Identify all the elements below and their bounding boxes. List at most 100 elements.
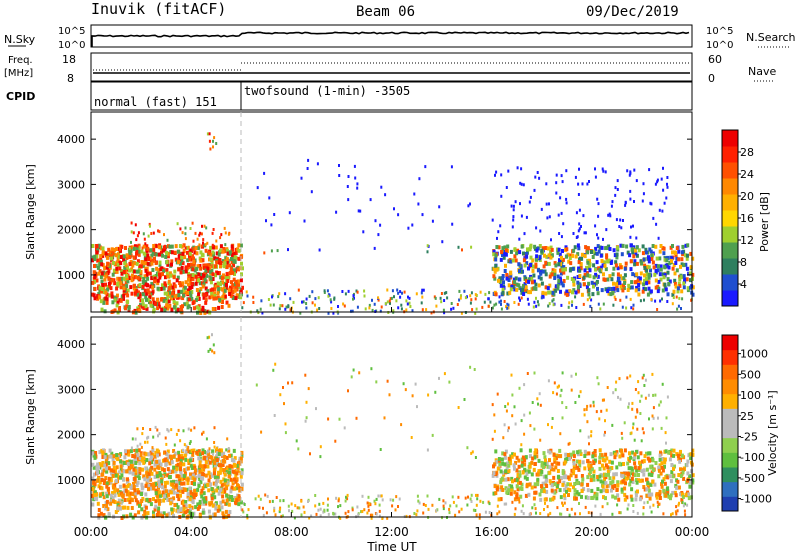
echo-cell bbox=[580, 482, 584, 487]
echo-cell bbox=[616, 288, 620, 293]
echo-cell bbox=[171, 469, 175, 474]
echo-cell bbox=[389, 301, 391, 305]
echo-cell bbox=[456, 303, 459, 306]
echo-cell bbox=[549, 245, 553, 250]
echo-cell bbox=[551, 497, 555, 502]
echo-cell bbox=[202, 276, 205, 281]
echo-cell bbox=[191, 473, 195, 478]
echo-cell bbox=[272, 303, 275, 307]
echo-cell bbox=[642, 468, 646, 473]
velocity-colorbar-swatch bbox=[722, 496, 738, 512]
echo-cell bbox=[533, 482, 537, 487]
echo-cell bbox=[154, 274, 158, 278]
echo-cell bbox=[513, 497, 517, 502]
echo-cell bbox=[623, 266, 627, 271]
echo-cell bbox=[388, 393, 391, 397]
echo-cell bbox=[178, 257, 182, 262]
echo-cell bbox=[594, 272, 598, 277]
echo-cell bbox=[597, 236, 600, 240]
echo-cell bbox=[593, 494, 597, 499]
echo-cell bbox=[169, 490, 173, 495]
echo-cell bbox=[229, 293, 233, 298]
echo-cell bbox=[198, 281, 202, 286]
echo-cell bbox=[635, 480, 639, 485]
echo-cell bbox=[104, 296, 108, 301]
echo-cell bbox=[587, 472, 591, 477]
echo-cell bbox=[492, 274, 496, 279]
echo-cell bbox=[658, 272, 662, 277]
echo-cell bbox=[234, 296, 238, 301]
echo-cell bbox=[97, 515, 101, 520]
echo-cell bbox=[155, 448, 159, 453]
echo-cell bbox=[661, 209, 664, 213]
echo-cell bbox=[633, 262, 637, 267]
echo-cell bbox=[568, 456, 572, 461]
echo-cell bbox=[295, 439, 298, 443]
echo-cell bbox=[534, 286, 538, 291]
echo-cell bbox=[185, 250, 189, 255]
echo-cell bbox=[680, 497, 684, 502]
echo-cell bbox=[620, 226, 623, 230]
echo-cell bbox=[644, 247, 648, 252]
echo-cell bbox=[141, 292, 145, 297]
echo-cell bbox=[166, 489, 170, 494]
echo-cell bbox=[162, 298, 166, 303]
echo-cell bbox=[634, 388, 637, 391]
echo-cell bbox=[213, 291, 217, 296]
echo-cell bbox=[507, 468, 511, 473]
echo-cell bbox=[166, 262, 170, 267]
echo-cell bbox=[542, 295, 545, 299]
cpid-label: CPID bbox=[6, 90, 35, 103]
echo-cell bbox=[534, 175, 537, 179]
echo-cell bbox=[219, 487, 223, 492]
echo-cell bbox=[581, 477, 585, 482]
echo-cell bbox=[124, 246, 127, 250]
echo-cell bbox=[103, 463, 106, 468]
echo-cell bbox=[542, 474, 546, 479]
echo-cell bbox=[148, 222, 151, 226]
echo-cell bbox=[144, 268, 148, 273]
echo-cell bbox=[224, 470, 228, 474]
echo-cell bbox=[464, 496, 467, 500]
echo-cell bbox=[415, 513, 418, 517]
echo-cell bbox=[142, 514, 145, 519]
echo-cell bbox=[166, 238, 169, 242]
echo-cell bbox=[178, 244, 182, 248]
echo-cell bbox=[560, 264, 564, 269]
echo-cell bbox=[520, 463, 524, 468]
echo-cell bbox=[484, 292, 487, 296]
echo-cell bbox=[431, 433, 434, 437]
echo-cell bbox=[107, 281, 111, 286]
echo-cell bbox=[688, 474, 692, 479]
echo-cell bbox=[671, 474, 675, 479]
echo-cell bbox=[501, 246, 505, 251]
echo-cell bbox=[194, 298, 198, 303]
echo-cell bbox=[234, 500, 237, 505]
echo-cell bbox=[183, 453, 187, 458]
echo-cell bbox=[146, 478, 150, 483]
echo-cell bbox=[367, 508, 370, 512]
echo-cell bbox=[615, 465, 619, 470]
echo-cell bbox=[496, 466, 500, 471]
echo-cell bbox=[535, 454, 539, 459]
echo-cell bbox=[633, 465, 637, 470]
echo-cell bbox=[314, 504, 317, 508]
echo-cell bbox=[98, 262, 102, 266]
echo-cell bbox=[521, 455, 525, 460]
echo-cell bbox=[663, 282, 667, 287]
echo-cell bbox=[144, 452, 148, 457]
echo-cell bbox=[537, 303, 540, 307]
echo-cell bbox=[119, 281, 123, 286]
echo-cell bbox=[535, 226, 538, 230]
echo-cell bbox=[678, 459, 682, 464]
echo-cell bbox=[210, 487, 214, 491]
echo-cell bbox=[548, 215, 551, 219]
echo-cell bbox=[626, 250, 630, 255]
echo-cell bbox=[155, 471, 159, 476]
echo-cell bbox=[176, 462, 180, 467]
echo-cell bbox=[375, 497, 378, 501]
echo-cell bbox=[217, 252, 221, 257]
echo-cell bbox=[514, 276, 518, 281]
echo-cell bbox=[509, 270, 513, 275]
echo-cell bbox=[542, 465, 545, 470]
